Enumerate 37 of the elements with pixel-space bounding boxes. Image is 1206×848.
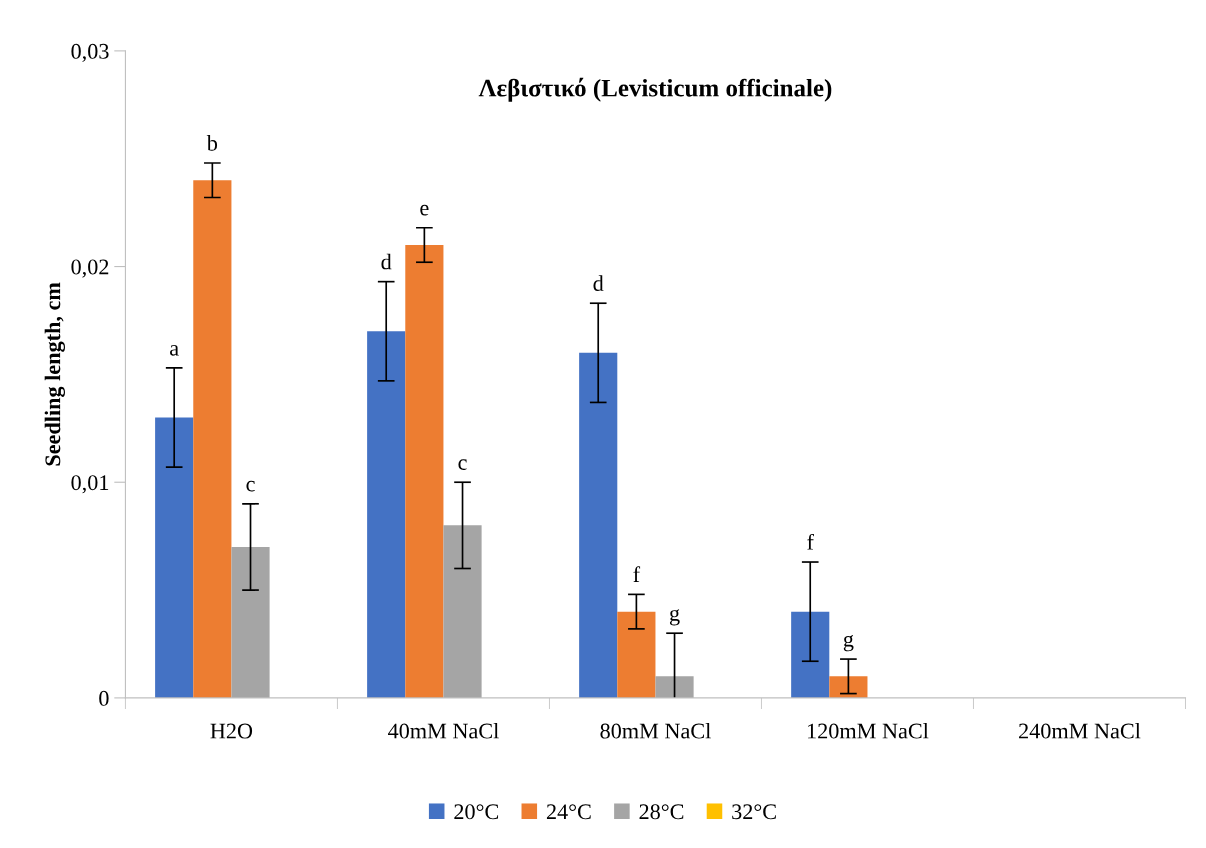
data-label: g	[669, 609, 680, 626]
legend-label: 28°C	[639, 804, 684, 820]
bar	[231, 546, 270, 698]
data-label: e	[420, 204, 429, 216]
data-label: a	[170, 345, 179, 356]
data-label: f	[633, 566, 641, 582]
x-tick-label: 120mM NaCl	[808, 722, 929, 739]
bar	[193, 180, 232, 698]
x-tick-label: 80mM NaCl	[600, 722, 711, 739]
legend-label: 32°C	[732, 804, 776, 820]
bar	[579, 352, 618, 698]
data-label: b	[206, 135, 218, 151]
bar	[405, 244, 444, 698]
bar	[617, 611, 656, 698]
bar	[829, 676, 868, 698]
x-tick-label: H2O	[210, 723, 253, 739]
data-label: d	[593, 275, 604, 291]
y-tick-label: 0,03	[71, 43, 109, 63]
bar	[155, 417, 194, 698]
bar	[443, 525, 482, 698]
y-axis-title: Seedling length, cm	[44, 282, 66, 466]
data-label: d	[381, 253, 392, 270]
x-tick-label: 40mM NaCl	[388, 722, 499, 739]
x-tick-label: 240mM NaCl	[1019, 722, 1141, 739]
legend-label: 20°C	[454, 804, 499, 820]
bar	[791, 611, 830, 698]
text: Λεβιστικό (Levisticum officinale)	[478, 77, 832, 102]
data-label: f	[807, 533, 814, 550]
y-tick-label: 0,02	[71, 259, 109, 278]
data-label: g	[843, 635, 854, 652]
y-tick-label: 0	[99, 690, 109, 706]
data-label: c	[458, 459, 467, 470]
legend-label: 24°C	[546, 804, 591, 820]
bar	[367, 331, 406, 698]
y-tick-label: 0,01	[71, 475, 109, 494]
data-label: c	[246, 480, 255, 492]
bar	[655, 676, 694, 698]
